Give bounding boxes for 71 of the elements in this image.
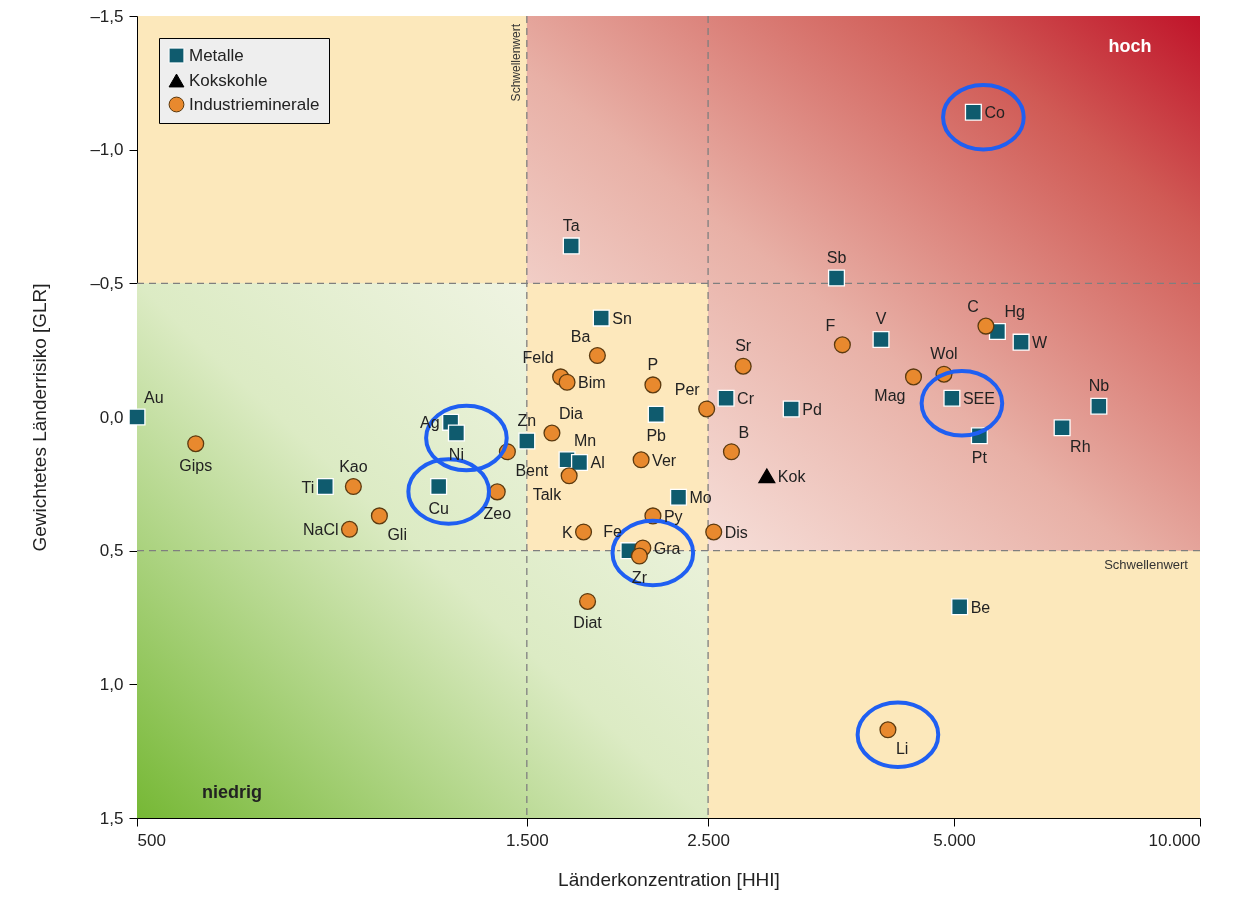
annotation: Ta	[562, 216, 580, 234]
annotation: Diat	[573, 614, 603, 632]
x-axis-title: Länderkonzentration [HHI]	[558, 868, 780, 890]
annotation: Kao	[339, 457, 368, 475]
annotation: Feld	[522, 348, 554, 366]
x-tick-label: 500	[137, 830, 166, 850]
annotation: NaCl	[302, 521, 339, 539]
y-tick-label: –1,0	[90, 140, 124, 160]
annotation: Rh	[1070, 437, 1091, 455]
annotation: Sb	[826, 248, 847, 266]
annotation: Zn	[517, 412, 537, 430]
annotation: Bim	[578, 374, 606, 392]
annotation: Li	[895, 739, 909, 757]
annotation: W	[1032, 334, 1049, 352]
x-tick-label: 1.500	[506, 830, 549, 850]
annotation: B	[738, 423, 750, 441]
annotation: Sr	[735, 337, 752, 355]
annotation: Mag	[874, 386, 906, 404]
annotation: Co	[984, 104, 1005, 122]
annotation: Cu	[428, 499, 449, 517]
legend-label: Industrieminerale	[189, 94, 320, 114]
annotation: Be	[970, 598, 991, 616]
annotation: Pb	[646, 427, 667, 445]
annotation: Mo	[689, 489, 712, 507]
x-tick-label: 2.500	[687, 830, 730, 850]
annotation: Talk	[532, 485, 563, 503]
x-tick-label: 5.000	[933, 830, 976, 850]
y-tick-label: –1,5	[90, 6, 124, 26]
annotation: V	[875, 310, 887, 328]
annotation: K	[561, 523, 573, 541]
annotation: F	[825, 316, 836, 334]
annotation: Ba	[570, 327, 591, 345]
ref-line-label: Schwellenwert	[508, 23, 523, 102]
y-tick-label: –0,5	[90, 273, 124, 293]
annotation: Hg	[1004, 303, 1025, 321]
y-tick-label: 1,0	[99, 674, 124, 694]
legend-label: Metalle	[189, 45, 244, 65]
annotation: C	[967, 298, 979, 316]
annotation: hoch	[1108, 36, 1152, 56]
y-tick-label: 0,5	[99, 541, 124, 561]
annotation: Kok	[777, 467, 807, 485]
y-tick-label: 0,0	[99, 407, 124, 427]
annotation: Cr	[737, 390, 755, 408]
y-tick-label: 1,5	[99, 808, 124, 828]
annotation: Zr	[631, 569, 648, 587]
legend-label: Kokskohle	[189, 70, 268, 90]
annotation: Zeo	[483, 504, 512, 522]
annotation: Wol	[930, 345, 958, 363]
annotation: niedrig	[201, 782, 263, 802]
ref-line-label: Schwellenwert	[1104, 556, 1189, 572]
annotation: Gli	[387, 525, 407, 543]
annotation: Au	[144, 389, 164, 406]
annotation: Pd	[802, 400, 822, 418]
annotation: Nb	[1088, 377, 1110, 395]
annotation: Al	[590, 454, 605, 472]
annotation: Per	[674, 380, 701, 398]
annotation: Gips	[179, 456, 213, 474]
annotation: Ti	[301, 478, 315, 496]
y-axis-title: Gewichtetes Länderrisiko [GLR]	[29, 283, 51, 552]
annotation: SEE	[962, 390, 995, 408]
annotation: Mn	[574, 431, 597, 449]
annotation: P	[647, 355, 659, 373]
annotation: Bent	[515, 461, 549, 479]
annotation: Dia	[558, 405, 584, 423]
annotation: Dis	[724, 523, 748, 541]
annotation: Fe	[603, 522, 623, 540]
x-tick-label: 10.000	[1148, 830, 1201, 850]
annotation: Py	[663, 507, 683, 525]
annotation: Pt	[971, 448, 988, 466]
annotation: Ver	[652, 451, 677, 469]
annotation: Sn	[612, 310, 632, 328]
